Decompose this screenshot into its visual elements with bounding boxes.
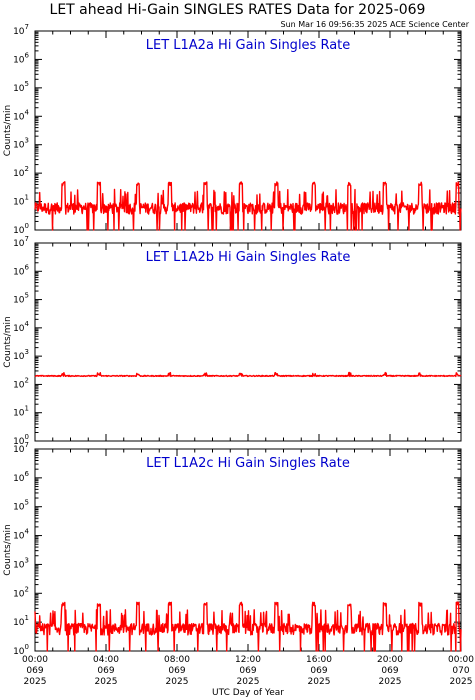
- x-tick-label: 20:00: [377, 655, 403, 665]
- y-tick-label: 106: [13, 51, 29, 65]
- y-tick-label: 101: [13, 614, 29, 628]
- y-tick-label: 104: [13, 320, 29, 334]
- y-tick-label: 101: [13, 194, 29, 208]
- x-tick-label: 12:00: [235, 655, 261, 665]
- x-tick-label: 16:00: [306, 655, 332, 665]
- y-tick-label: 103: [13, 556, 29, 570]
- y-axis-label: Counts/min: [3, 524, 13, 575]
- y-tick-label: 106: [13, 263, 29, 277]
- y-tick-label: 105: [13, 80, 29, 94]
- x-tick-label: 069: [168, 666, 185, 676]
- x-tick-label: 2025: [95, 677, 118, 687]
- chart-panel-1: 100 101 102 103 104 105 106 107 Counts/min LET L1…: [3, 23, 462, 236]
- x-tick-label: 2025: [379, 677, 402, 687]
- page-title: LET ahead Hi-Gain SINGLES RATES Data for…: [49, 2, 426, 18]
- x-tick-label: 08:00: [164, 655, 190, 665]
- y-tick-label: 106: [13, 470, 29, 484]
- y-tick-label: 105: [13, 499, 29, 513]
- y-tick-label: 100: [13, 433, 29, 447]
- x-tick-label: 069: [97, 666, 114, 676]
- x-tick-label: 069: [381, 666, 398, 676]
- y-tick-label: 105: [13, 292, 29, 306]
- x-tick-label: 2025: [450, 677, 473, 687]
- timestamp: Sun Mar 16 09:56:35 2025 ACE Science Cen…: [280, 20, 470, 29]
- x-tick-label: 2025: [308, 677, 331, 687]
- y-tick-label: 103: [13, 348, 29, 362]
- x-tick-label: 00:00: [448, 655, 474, 665]
- y-tick-label: 102: [13, 165, 29, 179]
- x-tick-label: 04:00: [93, 655, 119, 665]
- panel-title: LET L1A2c Hi Gain Singles Rate: [146, 456, 350, 471]
- x-tick-label: 069: [26, 666, 43, 676]
- y-tick-label: 107: [13, 441, 29, 455]
- y-tick-label: 100: [13, 643, 29, 657]
- series-line: [34, 601, 462, 652]
- y-tick-label: 107: [13, 235, 29, 249]
- x-tick-label: 2025: [237, 677, 260, 687]
- panel-title: LET L1A2b Hi Gain Singles Rate: [146, 250, 351, 265]
- x-tick-label: 069: [310, 666, 327, 676]
- plot-frame: [34, 242, 462, 442]
- y-tick-label: 101: [13, 405, 29, 419]
- y-tick-label: 103: [13, 137, 29, 151]
- x-tick-label: 2025: [24, 677, 47, 687]
- x-axis-label: UTC Day of Year: [212, 688, 284, 698]
- y-tick-label: 104: [13, 108, 29, 122]
- x-tick-label: 069: [239, 666, 256, 676]
- x-tick-label: 2025: [166, 677, 189, 687]
- series-line: [34, 371, 462, 378]
- x-tick-label: 070: [452, 666, 469, 676]
- y-tick-label: 102: [13, 585, 29, 599]
- y-tick-label: 102: [13, 376, 29, 390]
- y-axis-label: Counts/min: [3, 316, 13, 367]
- y-tick-label: 107: [13, 23, 29, 37]
- y-tick-label: 104: [13, 528, 29, 542]
- x-tick-label: 00:00: [22, 655, 48, 665]
- panel-title: LET L1A2a Hi Gain Singles Rate: [146, 38, 351, 53]
- series-line: [34, 181, 462, 231]
- y-tick-label: 100: [13, 222, 29, 236]
- chart-panel-2: 100 101 102 103 104 105 106 107 Counts/min LET L1…: [3, 235, 462, 447]
- chart-panel-3: 100 101 102 103 104 105 106 107 Counts/min LET L1…: [3, 441, 462, 657]
- y-axis-label: Counts/min: [3, 105, 13, 156]
